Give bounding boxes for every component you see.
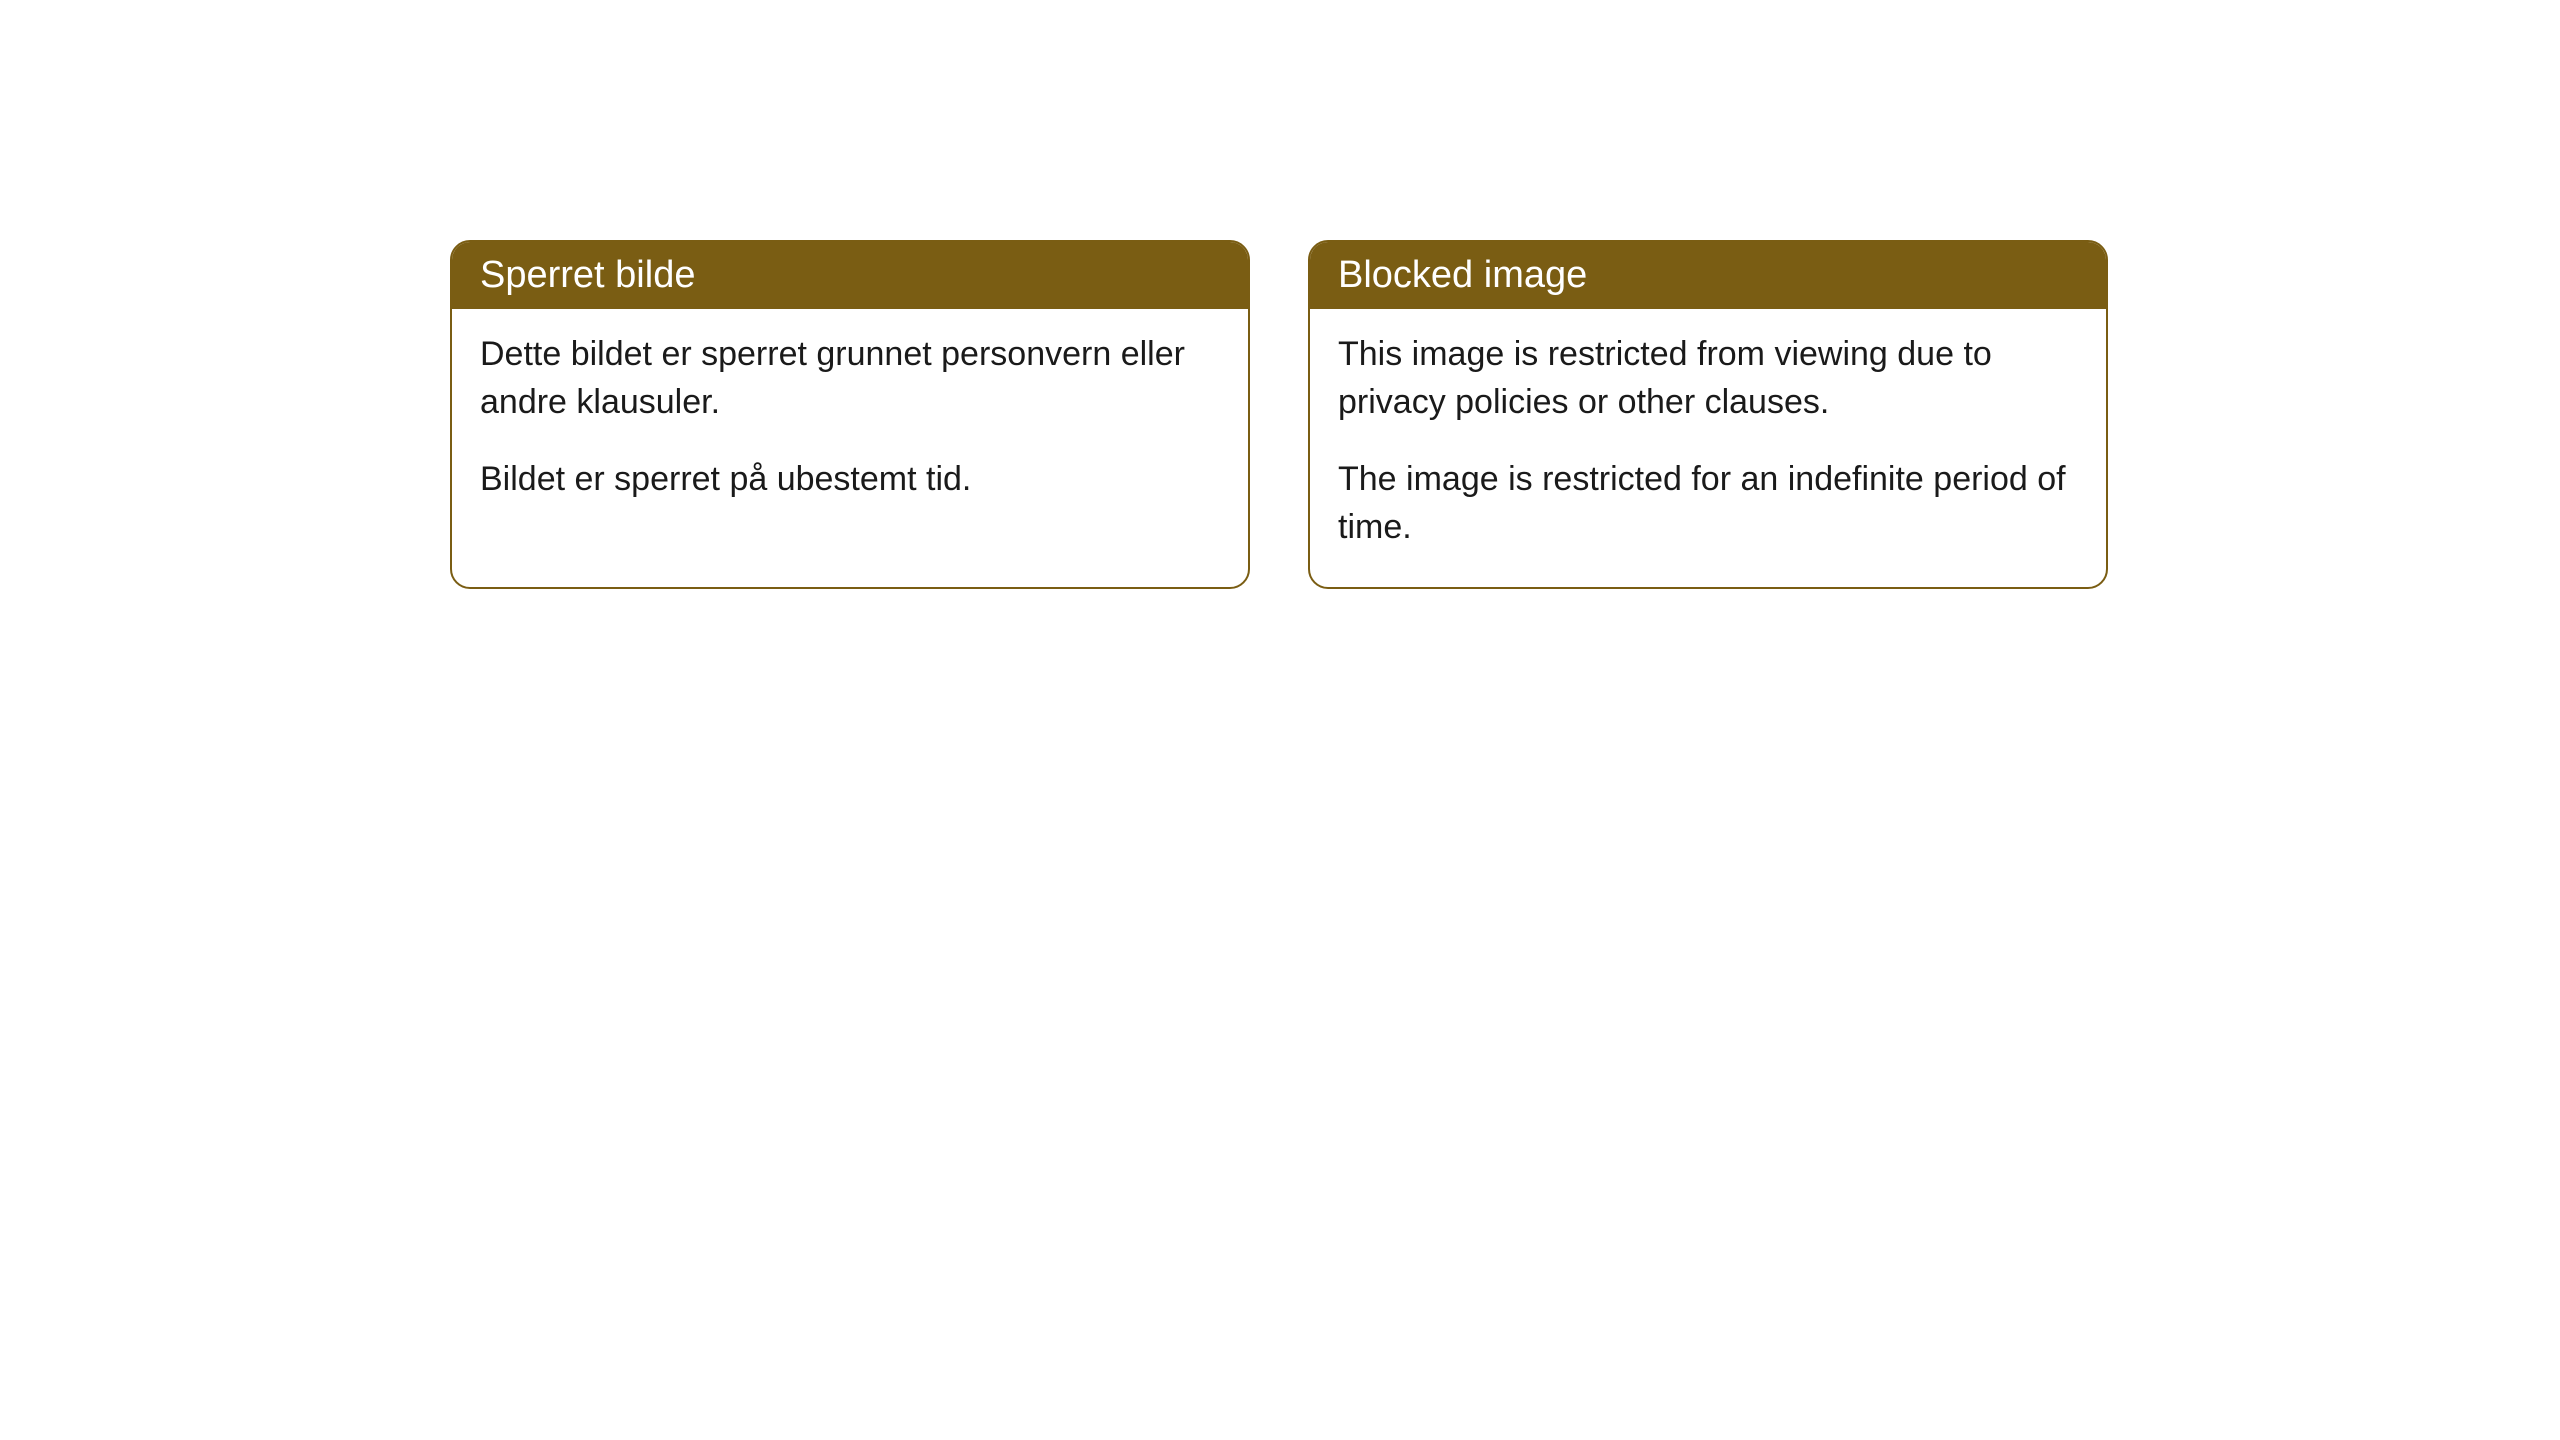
- card-text-english-2: The image is restricted for an indefinit…: [1338, 456, 2078, 551]
- card-text-english-1: This image is restricted from viewing du…: [1338, 331, 2078, 426]
- card-body-english: This image is restricted from viewing du…: [1310, 309, 2106, 587]
- card-text-norwegian-2: Bildet er sperret på ubestemt tid.: [480, 456, 1220, 504]
- card-body-norwegian: Dette bildet er sperret grunnet personve…: [452, 309, 1248, 540]
- card-text-norwegian-1: Dette bildet er sperret grunnet personve…: [480, 331, 1220, 426]
- card-header-norwegian: Sperret bilde: [452, 242, 1248, 309]
- blocked-image-card-norwegian: Sperret bilde Dette bildet er sperret gr…: [450, 240, 1250, 589]
- blocked-image-card-english: Blocked image This image is restricted f…: [1308, 240, 2108, 589]
- notice-cards-container: Sperret bilde Dette bildet er sperret gr…: [450, 240, 2108, 589]
- card-header-english: Blocked image: [1310, 242, 2106, 309]
